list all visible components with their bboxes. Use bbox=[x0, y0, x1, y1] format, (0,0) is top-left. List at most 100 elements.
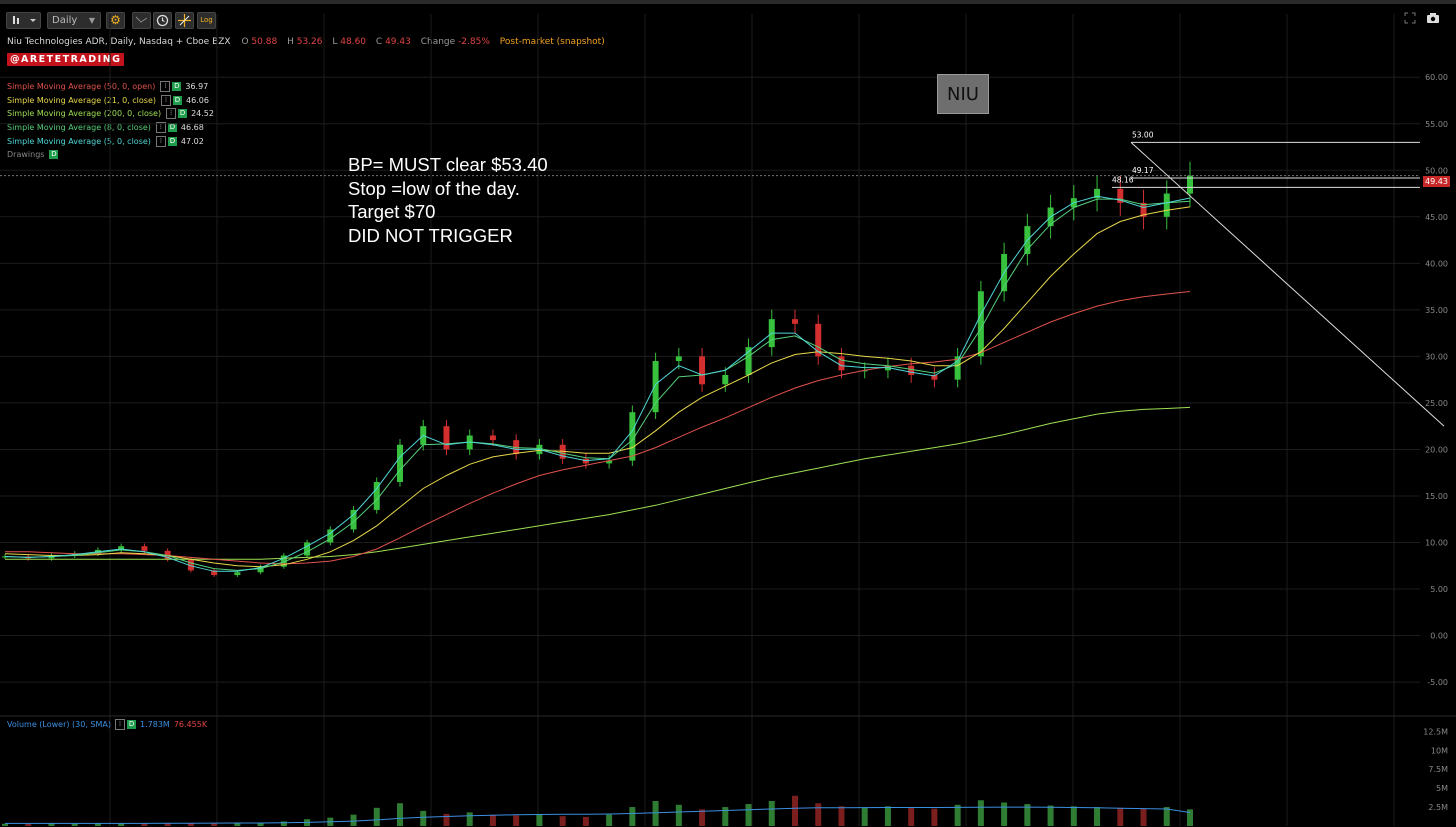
candle-body bbox=[1140, 202, 1147, 217]
study-value: 36.97 bbox=[185, 82, 209, 91]
price-tick: 20.00 bbox=[1425, 445, 1448, 454]
candle-body bbox=[234, 572, 241, 576]
price-tick: 0.00 bbox=[1430, 632, 1448, 641]
chevron-down-icon: ▼ bbox=[88, 16, 95, 25]
d-badge-icon[interactable]: D bbox=[127, 720, 137, 729]
study-sma-50[interactable]: Simple Moving Average (50, 0, open) ⁞ D 36.… bbox=[7, 81, 214, 95]
price-tick: 25.00 bbox=[1425, 399, 1448, 408]
volume-tick: 7.5M bbox=[1428, 765, 1448, 774]
candle-body bbox=[629, 412, 636, 461]
d-badge-icon[interactable]: D bbox=[173, 95, 182, 105]
volume-bar bbox=[931, 808, 938, 826]
candle-body bbox=[327, 529, 334, 543]
candle-body bbox=[187, 559, 194, 571]
info-icon[interactable]: ⁞ bbox=[155, 122, 166, 134]
volume-bar bbox=[745, 804, 752, 826]
volume-bar bbox=[1024, 804, 1031, 826]
d-badge-icon[interactable]: D bbox=[178, 109, 188, 119]
sma-line-sma-21 bbox=[4, 206, 1191, 568]
volume-bar bbox=[1094, 807, 1101, 826]
downtrend-line bbox=[1130, 141, 1445, 427]
study-name: Simple Moving Average (200, 0, close) bbox=[7, 109, 162, 119]
candle-body bbox=[257, 566, 264, 573]
note-line-1: BP= MUST clear $53.40 bbox=[348, 154, 548, 175]
post-market-label: Post-market (snapshot) bbox=[499, 37, 605, 47]
volume-study-name: Volume (Lower) (30, SMA) bbox=[7, 720, 112, 729]
snapshot-button[interactable] bbox=[1426, 12, 1442, 29]
chart-style-dropdown[interactable] bbox=[6, 12, 41, 29]
study-legend: Simple Moving Average (50, 0, open) ⁞ D 36.… bbox=[7, 81, 214, 163]
volume-tick: 10M bbox=[1431, 746, 1448, 755]
d-badge-icon[interactable]: D bbox=[49, 150, 59, 160]
candle-body bbox=[977, 291, 984, 357]
high-value: 53.26 bbox=[296, 37, 323, 47]
volume-bars bbox=[2, 795, 1193, 826]
symbol-callout: NIU bbox=[937, 74, 989, 114]
candle-body bbox=[1163, 193, 1170, 217]
log-scale-button[interactable]: Log bbox=[197, 12, 216, 29]
info-icon[interactable]: ⁞ bbox=[115, 719, 126, 730]
volume-bar bbox=[699, 809, 706, 826]
study-name: Simple Moving Average (21, 0, close) bbox=[7, 95, 156, 105]
drawing-tool-button[interactable] bbox=[132, 12, 151, 29]
d-badge-icon[interactable]: D bbox=[172, 82, 182, 91]
d-badge-icon[interactable]: D bbox=[167, 123, 177, 133]
volume-bar bbox=[2, 823, 8, 826]
price-tick: 15.00 bbox=[1425, 492, 1448, 501]
info-icon[interactable]: ⁞ bbox=[155, 135, 166, 147]
fullscreen-button[interactable] bbox=[1404, 12, 1418, 29]
candle-body bbox=[397, 444, 403, 483]
volume-bar bbox=[722, 807, 729, 826]
open-label: O bbox=[241, 37, 249, 47]
info-icon[interactable]: ⁞ bbox=[166, 108, 177, 120]
volume-bar bbox=[652, 801, 659, 826]
candle-body bbox=[373, 482, 380, 510]
volume-bar bbox=[1140, 808, 1147, 826]
volume-bar bbox=[443, 813, 450, 826]
candle-body bbox=[118, 546, 125, 550]
clock-icon bbox=[156, 14, 169, 27]
info-icon[interactable]: ⁞ bbox=[161, 94, 171, 106]
candle-body bbox=[838, 356, 845, 371]
volume-bar bbox=[629, 807, 636, 826]
candle-body bbox=[652, 361, 659, 413]
candle-body bbox=[489, 435, 496, 441]
info-icon[interactable]: ⁞ bbox=[160, 81, 171, 92]
candle-body bbox=[1094, 188, 1101, 199]
change-label: Change bbox=[420, 37, 456, 47]
volume-tick: 5M bbox=[1436, 784, 1448, 793]
close-value: 49.43 bbox=[385, 37, 411, 47]
volume-bar bbox=[25, 823, 32, 826]
volume-axis: 12.5M 10M 7.5M 5M 2.5M bbox=[1423, 727, 1448, 812]
replay-button[interactable] bbox=[153, 12, 172, 29]
volume-bar bbox=[373, 807, 380, 826]
crosshair-button[interactable] bbox=[175, 12, 194, 29]
study-sma-8[interactable]: Simple Moving Average (8, 0, close) ⁞ D 46.… bbox=[7, 122, 214, 136]
d-badge-icon[interactable]: D bbox=[167, 136, 177, 146]
settings-button[interactable]: ⚙ bbox=[106, 12, 125, 29]
interval-value: Daily bbox=[52, 15, 78, 26]
sma-line-sma-8 bbox=[4, 198, 1191, 571]
price-tick: 35.00 bbox=[1425, 306, 1448, 315]
sma-line-sma-5 bbox=[4, 195, 1191, 572]
drawings-row[interactable]: Drawings D bbox=[7, 149, 214, 163]
crosshair-icon bbox=[178, 14, 191, 27]
interval-select[interactable]: Daily ▼ bbox=[47, 12, 101, 29]
candle-body bbox=[350, 509, 357, 530]
price-tick: 10.00 bbox=[1425, 539, 1448, 548]
study-sma-5[interactable]: Simple Moving Average (5, 0, close) ⁞ D 47.… bbox=[7, 135, 214, 150]
candle-body bbox=[908, 365, 915, 375]
candle-body bbox=[675, 356, 682, 362]
volume-tick: 2.5M bbox=[1428, 803, 1448, 812]
study-sma-200[interactable]: Simple Moving Average (200, 0, close) ⁞ D 2… bbox=[7, 108, 214, 122]
volume-bar bbox=[954, 804, 961, 826]
candle-body bbox=[211, 570, 218, 576]
volume-avg: 1.783M bbox=[140, 720, 170, 729]
drawings-label: Drawings bbox=[7, 150, 45, 160]
candle-body bbox=[792, 319, 798, 324]
study-sma-21[interactable]: Simple Moving Average (21, 0, close) ⁞ D 46… bbox=[7, 94, 214, 109]
volume-bar bbox=[908, 807, 915, 826]
candle-body bbox=[815, 323, 822, 357]
note-line-3: Target $70 bbox=[348, 201, 436, 222]
